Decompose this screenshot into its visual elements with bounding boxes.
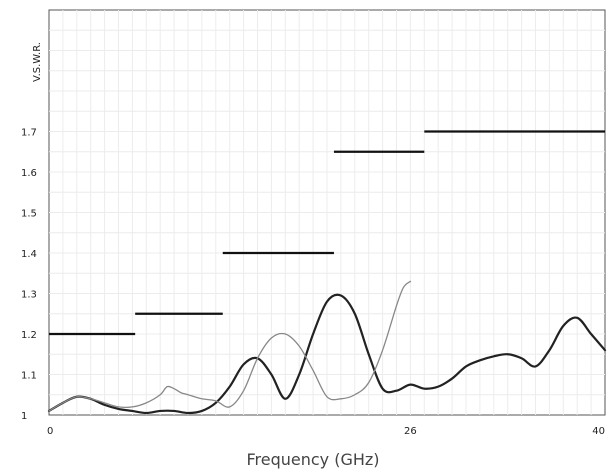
x-tick-label: 40 xyxy=(592,426,605,437)
series-line-light xyxy=(48,280,412,412)
series-line-dark xyxy=(47,293,607,415)
grid xyxy=(49,10,605,415)
y-tick-label: 1 xyxy=(21,411,27,422)
y-tick-label: 1.6 xyxy=(21,168,37,179)
x-tick-labels: 0 26 40 xyxy=(47,426,605,437)
x-tick-label: 0 xyxy=(47,426,53,437)
y-tick-label: 1.5 xyxy=(21,209,37,220)
series-group xyxy=(47,280,607,415)
y-axis-label: V.S.W.R. xyxy=(32,42,43,82)
y-tick-label: 1.3 xyxy=(21,290,37,301)
y-tick-label: 1.7 xyxy=(21,128,37,139)
y-tick-labels: 1 1.1 1.2 1.3 1.4 1.5 1.6 1.7 xyxy=(21,128,37,423)
y-tick-label: 1.4 xyxy=(21,249,37,260)
limit-lines xyxy=(49,130,605,336)
y-tick-label: 1.1 xyxy=(21,371,37,382)
y-tick-label: 1.2 xyxy=(21,330,37,341)
x-axis-label: Frequency (GHz) xyxy=(246,450,379,469)
x-tick-label: 26 xyxy=(404,426,417,437)
